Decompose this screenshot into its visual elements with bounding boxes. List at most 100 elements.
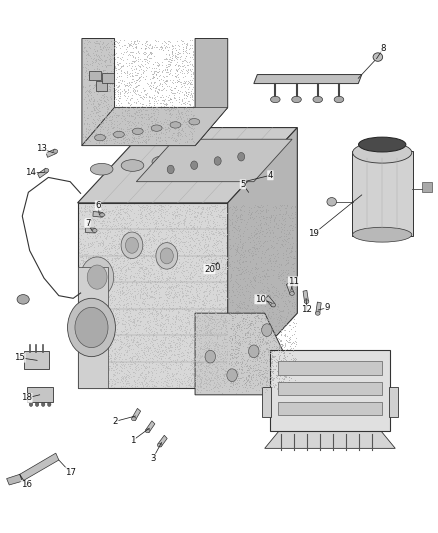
Point	[189, 234, 196, 243]
Point	[143, 337, 150, 345]
Point	[166, 243, 173, 252]
Point	[117, 235, 124, 244]
Point	[261, 365, 268, 374]
Point	[129, 93, 136, 102]
Point	[162, 377, 170, 386]
Point	[134, 39, 141, 47]
Point	[205, 337, 212, 345]
Point	[244, 328, 251, 336]
Point	[185, 247, 192, 255]
Point	[176, 340, 183, 349]
Point	[242, 220, 249, 228]
Point	[180, 334, 187, 342]
Point	[185, 247, 192, 256]
Point	[189, 336, 196, 344]
Point	[202, 330, 209, 339]
Point	[127, 111, 134, 120]
Point	[166, 57, 173, 66]
Point	[136, 266, 143, 275]
Point	[240, 202, 247, 211]
Point	[99, 219, 106, 228]
Point	[177, 343, 184, 352]
Point	[137, 71, 144, 80]
Point	[152, 335, 159, 343]
Point	[265, 289, 272, 298]
Point	[123, 130, 130, 139]
Point	[121, 47, 128, 56]
Point	[104, 260, 111, 269]
Point	[124, 99, 131, 108]
Point	[200, 247, 207, 256]
Point	[99, 37, 106, 46]
Point	[283, 200, 290, 209]
Point	[124, 223, 131, 231]
Point	[186, 269, 193, 278]
Point	[194, 280, 201, 288]
Point	[173, 53, 180, 61]
Point	[106, 309, 113, 318]
Point	[141, 369, 148, 378]
Point	[186, 296, 193, 305]
Point	[223, 263, 230, 271]
Point	[169, 54, 176, 63]
Point	[161, 251, 168, 259]
Point	[101, 370, 108, 379]
Point	[89, 306, 96, 315]
Point	[233, 303, 240, 312]
Point	[219, 286, 226, 295]
Point	[173, 292, 180, 300]
Point	[125, 70, 132, 79]
Point	[233, 331, 240, 340]
Point	[192, 306, 199, 315]
Point	[250, 362, 257, 370]
Point	[92, 256, 99, 265]
Point	[120, 375, 127, 384]
Point	[282, 213, 289, 222]
Point	[141, 372, 148, 380]
Point	[141, 300, 148, 309]
Point	[126, 309, 133, 317]
Point	[126, 211, 133, 219]
Point	[231, 330, 238, 338]
Point	[219, 205, 226, 214]
Point	[208, 229, 215, 238]
Point	[221, 376, 228, 385]
Point	[163, 105, 170, 114]
Point	[84, 207, 91, 216]
Point	[288, 330, 295, 339]
Point	[123, 261, 130, 269]
Point	[210, 238, 217, 247]
Point	[258, 341, 265, 350]
Point	[136, 61, 143, 70]
Point	[178, 332, 185, 341]
Point	[174, 50, 181, 59]
Point	[141, 364, 148, 373]
Point	[107, 289, 114, 298]
Point	[237, 269, 244, 277]
Point	[234, 301, 241, 309]
Point	[195, 379, 202, 388]
Point	[130, 372, 137, 380]
Point	[95, 354, 102, 362]
Point	[268, 363, 275, 372]
Point	[142, 374, 149, 382]
Point	[206, 203, 213, 212]
Point	[135, 139, 142, 147]
Point	[102, 206, 109, 215]
Point	[103, 257, 110, 265]
Point	[211, 383, 218, 391]
Point	[219, 369, 226, 378]
Point	[140, 220, 147, 228]
Point	[201, 370, 208, 378]
Point	[170, 102, 177, 111]
Point	[106, 266, 113, 274]
Point	[159, 235, 166, 244]
Point	[147, 82, 154, 90]
Point	[187, 268, 194, 276]
Point	[90, 310, 97, 318]
Point	[166, 364, 173, 373]
Point	[144, 215, 151, 223]
Point	[151, 68, 158, 77]
Point	[98, 251, 105, 259]
Point	[198, 278, 205, 287]
